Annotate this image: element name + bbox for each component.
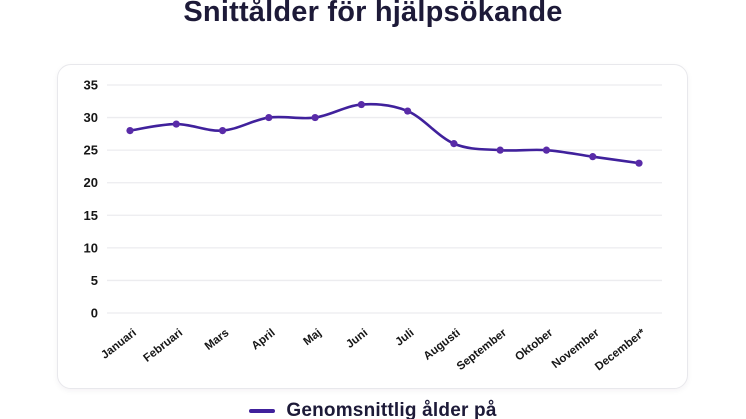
- y-tick-label: 30: [84, 110, 98, 125]
- data-point-Januari: [126, 127, 134, 135]
- data-point-Mars: [218, 127, 227, 135]
- chart-legend: Genomsnittlig ålder på: [0, 400, 746, 419]
- y-tick-label: 15: [84, 208, 98, 223]
- data-point-September: [496, 146, 504, 154]
- legend-label: Genomsnittlig ålder på: [286, 400, 497, 419]
- x-tick-label: Juli: [393, 327, 416, 349]
- page-title: Snittålder för hjälpsökande: [183, 0, 563, 28]
- x-tick-label: December*: [593, 327, 648, 374]
- x-tick-label: Juni: [344, 327, 370, 351]
- data-point-Oktober: [542, 146, 551, 154]
- data-point-Juni: [357, 100, 365, 109]
- x-tick-label: Augusti: [422, 327, 463, 363]
- y-tick-label: 35: [84, 78, 98, 93]
- y-tick-label: 0: [91, 306, 98, 321]
- y-tick-label: 25: [84, 143, 98, 158]
- y-tick-label: 5: [91, 273, 98, 288]
- x-tick-label: April: [250, 327, 278, 353]
- x-tick-label: Januari: [99, 327, 139, 362]
- line-chart-canvas: 0 5 10 15 20 25 30 35 Januari Februari Mars April Ma…: [84, 78, 662, 374]
- data-point-December*: [635, 159, 643, 167]
- data-point-Maj: [311, 113, 319, 122]
- data-point-Februari: [172, 120, 180, 128]
- x-tick-label: Oktober: [513, 327, 556, 364]
- data-point-Augusti: [450, 140, 458, 148]
- x-tick-label: Maj: [301, 327, 323, 348]
- y-tick-label: 10: [84, 240, 98, 255]
- data-point-April: [265, 113, 273, 122]
- data-line: [128, 102, 641, 165]
- y-tick-label: 20: [84, 175, 98, 190]
- chart-card: 0 5 10 15 20 25 30 35 Januari Februari Mars April Ma…: [57, 64, 688, 389]
- x-tick-label: September: [455, 327, 510, 373]
- x-tick-label: Februari: [141, 327, 185, 365]
- x-tick-label: Mars: [203, 327, 232, 353]
- legend-line-marker-icon: [249, 409, 276, 413]
- data-point-Juli: [404, 107, 412, 115]
- data-point-November: [589, 153, 597, 161]
